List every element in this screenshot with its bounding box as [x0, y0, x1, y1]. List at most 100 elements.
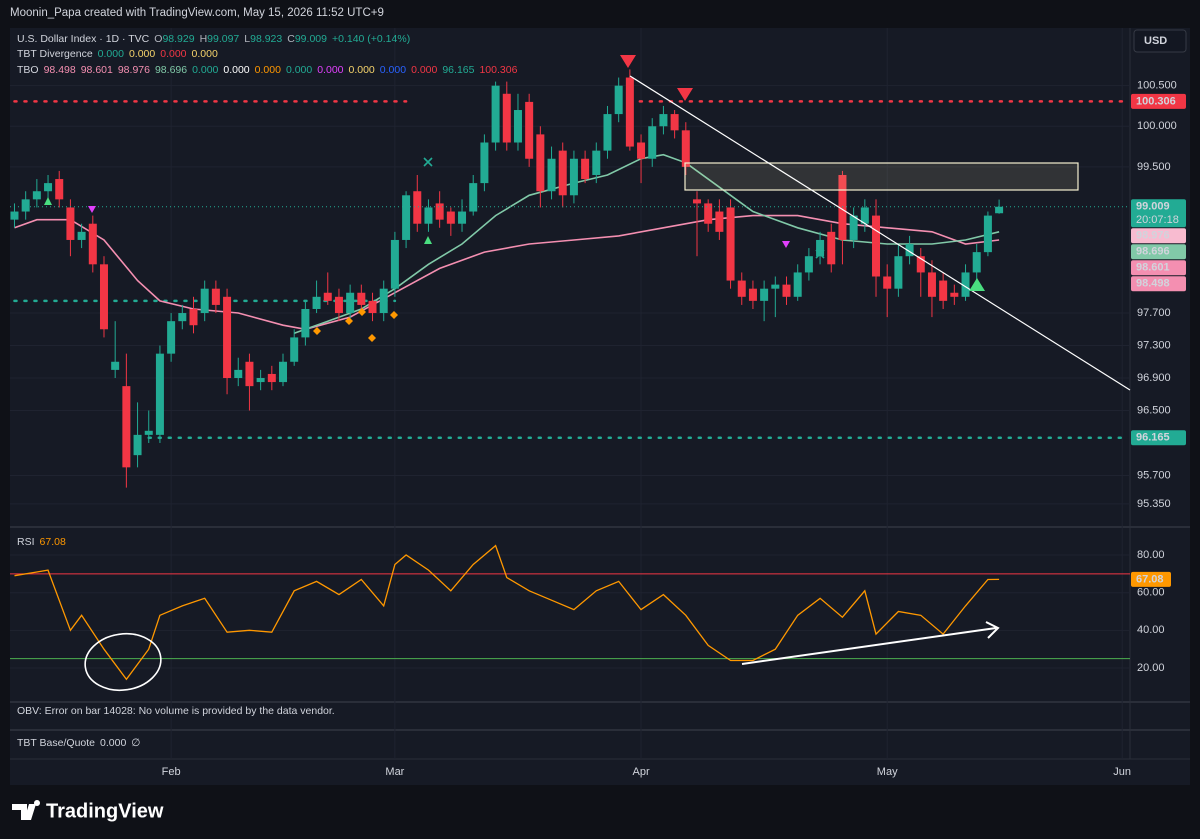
y-tick-label: 100.500: [1137, 80, 1177, 92]
candle-body: [569, 158, 578, 196]
rsi-legend: RSI 67.08: [17, 536, 66, 548]
candle-body: [379, 288, 388, 314]
candle-body: [816, 239, 825, 257]
rsi-value: 67.08: [1136, 573, 1164, 585]
price-label: 98.601: [1136, 262, 1170, 274]
candle-body: [648, 126, 657, 159]
y-tick-label: 96.500: [1137, 404, 1171, 416]
candle-body: [402, 195, 411, 240]
candle-body: [972, 252, 981, 273]
legend-item: H: [200, 33, 208, 45]
legend-item: 98.929: [162, 33, 194, 45]
legend-item: 0.000: [223, 64, 249, 76]
price-label-box: [1131, 93, 1186, 109]
candle-body: [950, 292, 959, 297]
candle-body: [715, 211, 724, 232]
legend-item: 98.923: [250, 33, 282, 45]
legend-item: L: [244, 33, 250, 45]
candle-body: [883, 276, 892, 289]
y-tick-label: 97.300: [1137, 339, 1171, 351]
signal-up: [969, 278, 985, 291]
candle-body: [256, 378, 265, 383]
price-label: 98.498: [1136, 278, 1170, 290]
legend-item: 0.000: [129, 48, 155, 60]
candle-body: [547, 158, 556, 192]
candle-body: [491, 85, 500, 143]
legend-item: 96.165: [442, 64, 474, 76]
candle-body: [525, 101, 534, 159]
currency[interactable]: USD: [1144, 35, 1167, 47]
candle-body: [435, 203, 444, 220]
candle-body: [659, 114, 668, 127]
candle-body: [704, 203, 713, 224]
legend-item: 99.009: [295, 33, 327, 45]
x-tick-label: Apr: [632, 766, 649, 778]
legend-item: 98.498: [44, 64, 76, 76]
candle-body: [480, 142, 489, 184]
candle-body: [144, 430, 153, 435]
obv-error: OBV: Error on bar 14028: No volume is pr…: [17, 705, 335, 717]
y-tick-label: 95.700: [1137, 469, 1171, 481]
candle-body: [782, 284, 791, 297]
candle-body: [603, 114, 612, 151]
candle-body: [558, 150, 567, 196]
candle-body: [99, 264, 108, 330]
legend-item: 0.000: [160, 48, 186, 60]
candle-body: [334, 296, 343, 314]
price-label-box: [1131, 244, 1186, 260]
legend-item: 0.000: [255, 64, 281, 76]
legend-item: 0.000: [100, 737, 126, 749]
candle-body: [513, 110, 522, 143]
candle-body: [804, 256, 813, 273]
candle-body: [290, 337, 299, 362]
legend-item: TBT Divergence: [17, 48, 93, 60]
candle-body: [894, 256, 903, 289]
candle-body: [234, 369, 243, 379]
candle-body: [581, 158, 590, 180]
legend-item: O: [154, 33, 162, 45]
legend-item: 0.000: [349, 64, 375, 76]
candle-body: [614, 85, 623, 115]
chart-area: [10, 28, 1190, 785]
candle-body: [44, 183, 53, 192]
candle-body: [245, 361, 254, 387]
zone-box: [684, 162, 1079, 191]
currency-button[interactable]: [1133, 29, 1187, 53]
candle-body: [155, 353, 164, 435]
candle-body: [223, 296, 232, 379]
candle-body: [88, 223, 97, 265]
price-label-box: [1131, 260, 1186, 276]
candle-body: [502, 93, 511, 143]
moving-average: [14, 214, 1000, 331]
brand: TradingView: [46, 800, 164, 822]
countdown: 20:07:18: [1136, 214, 1179, 226]
candle-body: [368, 300, 377, 314]
candle-body: [592, 150, 601, 175]
legend-symbol: U.S. Dollar Index · 1D · TVC O98.929 H99.0…: [17, 33, 410, 45]
candle-body: [760, 288, 769, 301]
candle-body: [167, 321, 176, 354]
legend-item: 99.097: [207, 33, 239, 45]
candle-body: [905, 244, 914, 257]
candle-body: [737, 280, 746, 297]
candle-body: [536, 134, 545, 192]
candle-body: [178, 313, 187, 322]
candle-body: [961, 272, 970, 297]
x-tick-label: Jun: [1113, 766, 1131, 778]
legend-item: 100.306: [479, 64, 517, 76]
candle-body: [458, 211, 467, 224]
candle-body: [748, 288, 757, 301]
candle-body: [637, 142, 646, 159]
legend-item: 0.000: [317, 64, 343, 76]
rsi-tick-label: 80.00: [1137, 549, 1165, 561]
candle-body: [827, 231, 836, 265]
x-tick-label: Mar: [385, 766, 404, 778]
rsi-tick-label: 40.00: [1137, 624, 1165, 636]
legend-item: +0.140 (+0.14%): [332, 33, 410, 45]
candle-body: [793, 272, 802, 297]
legend-item: C: [287, 33, 295, 45]
legend-tbt: TBT Divergence 0.000 0.000 0.000 0.000: [17, 48, 218, 60]
legend-item: 0.000: [192, 64, 218, 76]
signal-down: [677, 88, 693, 101]
